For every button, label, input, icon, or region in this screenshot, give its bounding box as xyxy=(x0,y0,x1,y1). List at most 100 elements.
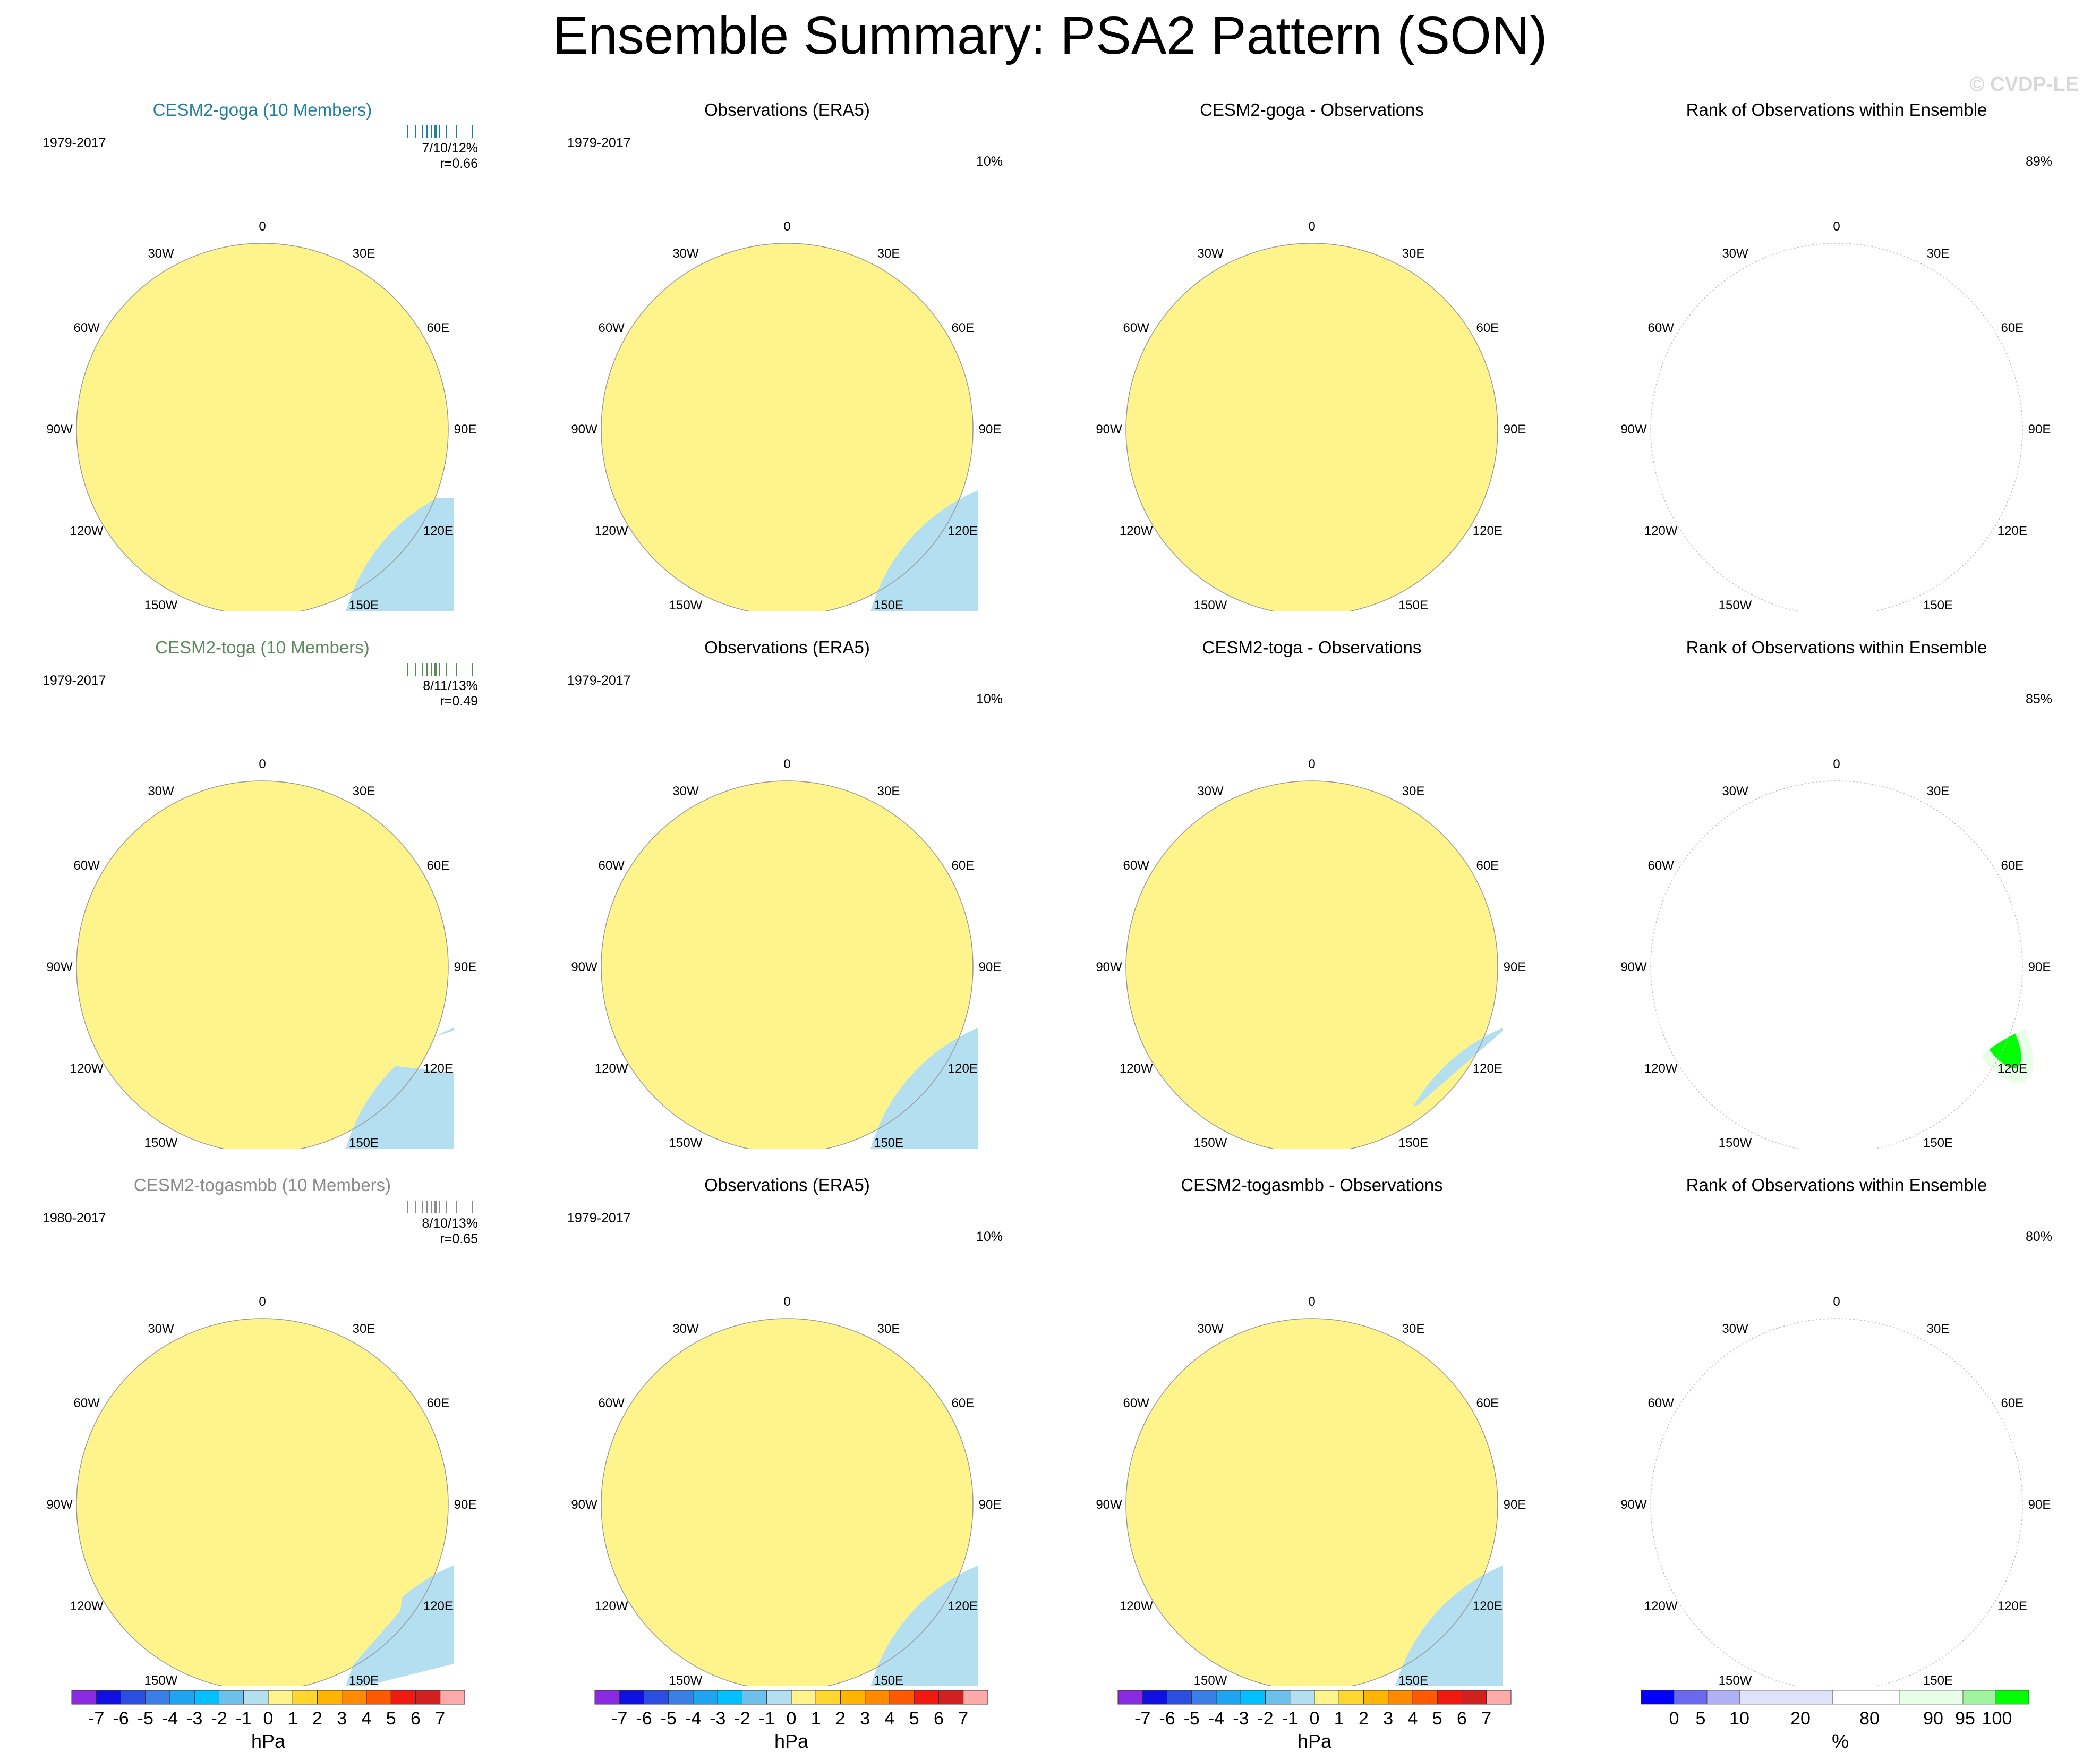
lon-label: 30W xyxy=(1722,246,1748,261)
colorbar-unit: hPa xyxy=(774,1730,809,1752)
panel-observations-row1: Observations (ERA5) 1979-2017 10% 0 30E 60E 90… xyxy=(525,74,1049,611)
colorbar-swatch xyxy=(619,1690,644,1705)
colorbar-unit: hPa xyxy=(1297,1730,1332,1752)
stats-range: 8/10/13% xyxy=(422,1216,478,1231)
lon-label: 90W xyxy=(1096,1498,1122,1512)
lon-label: 30E xyxy=(353,246,375,261)
lon-label: 90E xyxy=(1504,422,1526,437)
colorbar-swatch xyxy=(1641,1690,1675,1705)
panel-ensemble-row3: CESM2-togasmbb (10 Members) 1980-2017 8/10… xyxy=(0,1150,525,1686)
colorbar-label: 2 xyxy=(835,1708,846,1729)
lon-label: 30E xyxy=(1402,1322,1425,1336)
map-rim xyxy=(1650,780,2023,1149)
lon-label: 150W xyxy=(669,1673,703,1686)
map-disk xyxy=(601,1319,973,1686)
lon-label: 90W xyxy=(1096,960,1122,974)
lon-label: 60E xyxy=(426,858,449,873)
obs-map: 030E60E90E120E150E180150W120W90W60W30W xyxy=(571,219,1001,611)
colorbar-label: -7 xyxy=(1134,1708,1150,1729)
lon-label: 90W xyxy=(571,422,597,437)
lon-label: 0 xyxy=(1308,757,1315,771)
colorbar-label: 100 xyxy=(1982,1708,2012,1729)
lon-label: 150W xyxy=(1194,1136,1227,1149)
colorbar-label: 4 xyxy=(885,1708,895,1729)
lon-label: 150W xyxy=(1719,598,1752,611)
lon-label: 30E xyxy=(1927,1322,1950,1336)
map-rim xyxy=(76,780,449,1149)
lon-label: 90E xyxy=(454,960,477,974)
lon-label: 120E xyxy=(1473,1061,1503,1076)
colorbar-label: -6 xyxy=(636,1708,652,1729)
map-disk xyxy=(1126,781,1498,1149)
lon-label: 60W xyxy=(598,1396,625,1410)
lon-label: 120W xyxy=(70,524,104,538)
variance-pct: 10% xyxy=(976,154,1003,169)
period-label: 1979-2017 xyxy=(567,135,631,150)
colorbar-swatch xyxy=(693,1690,718,1705)
colorbar-swatch xyxy=(1899,1690,1964,1705)
colorbar-swatch xyxy=(1706,1690,1740,1705)
colorbar-swatch xyxy=(914,1690,939,1705)
colorbar-swatch xyxy=(1290,1690,1315,1705)
polar-map: 030E60E90E120E150E180150W120W90W60W30W xyxy=(1096,1295,1526,1686)
panel-title: Rank of Observations within Ensemble xyxy=(1686,100,1987,120)
variance-pct: 85% xyxy=(2026,692,2053,707)
colorbar-swatch xyxy=(219,1690,244,1705)
colorbar-label: 7 xyxy=(435,1708,445,1729)
colorbar-label: 20 xyxy=(1790,1708,1811,1729)
lon-label: 120W xyxy=(595,1061,628,1076)
lon-label: 60E xyxy=(951,858,974,873)
polar-map: 030E60E90E120E150E180150W120W90W60W30W xyxy=(46,219,477,611)
lon-label: 30W xyxy=(148,784,174,798)
lon-label: 60E xyxy=(426,1396,449,1410)
lon-label: 0 xyxy=(783,757,790,771)
page-title: Ensemble Summary: PSA2 Pattern (SON) xyxy=(552,6,1548,65)
lon-label: 150W xyxy=(144,598,178,611)
colorbar-label: 3 xyxy=(337,1708,347,1729)
colorbar-label: -5 xyxy=(1184,1708,1200,1729)
lon-label: 90W xyxy=(571,960,597,974)
colorbar-label: 90 xyxy=(1923,1708,1943,1729)
lon-label: 90E xyxy=(979,422,1002,437)
lon-label: 30W xyxy=(672,1322,699,1336)
colorbar-label: -3 xyxy=(1233,1708,1249,1729)
lon-label: 60W xyxy=(1647,1396,1674,1410)
lon-label: 0 xyxy=(259,1295,266,1309)
colorbar-label: 80 xyxy=(1859,1708,1880,1729)
colorbar-unit: hPa xyxy=(251,1730,286,1752)
lon-label: 60E xyxy=(1476,1396,1499,1410)
lon-label: 0 xyxy=(1833,757,1840,771)
colorbar-label: 0 xyxy=(787,1708,797,1729)
variance-pct: 10% xyxy=(976,692,1003,707)
colorbar-label: -5 xyxy=(661,1708,677,1729)
stats-correlation: r=0.49 xyxy=(440,694,478,709)
colorbar-swatch xyxy=(342,1690,367,1705)
colorbar-label: 4 xyxy=(1408,1708,1418,1729)
field-region xyxy=(339,1551,454,1686)
colorbar-swatch xyxy=(1142,1690,1167,1705)
map-rim xyxy=(76,1318,449,1686)
lon-label: 120W xyxy=(1644,1061,1678,1076)
colorbar-swatch xyxy=(963,1690,988,1705)
polar-map: 030E60E90E120E150E180150W120W90W60W30W xyxy=(571,1295,1001,1686)
polar-map: 030E60E90E120E150E180150W120W90W60W30W xyxy=(1096,757,1526,1149)
lon-label: 150E xyxy=(874,1136,903,1149)
lon-label: 90E xyxy=(454,1498,477,1512)
colorbar-label: 1 xyxy=(288,1708,298,1729)
lon-label: 150E xyxy=(349,598,379,611)
polar-map: 030E60E90E120E150E180150W120W90W60W30W xyxy=(1620,757,2051,1149)
colorbar-swatch xyxy=(1437,1690,1462,1705)
lon-label: 120E xyxy=(1473,524,1503,538)
lon-label: 90E xyxy=(454,422,477,437)
colorbar-swatch xyxy=(194,1690,219,1705)
colorbar-swatch xyxy=(1486,1690,1512,1705)
colorbar-swatch xyxy=(594,1690,620,1705)
lon-label: 30E xyxy=(877,1322,900,1336)
colorbar-label: -7 xyxy=(611,1708,627,1729)
map-rim xyxy=(601,1318,974,1686)
colorbar-swatch xyxy=(1962,1690,1996,1705)
obs-map: 030E60E90E120E150E180150W120W90W60W30W xyxy=(571,1295,1001,1686)
lon-label: 120W xyxy=(595,524,628,538)
colorbar-swatch xyxy=(366,1690,391,1705)
lon-label: 120W xyxy=(595,1599,628,1613)
